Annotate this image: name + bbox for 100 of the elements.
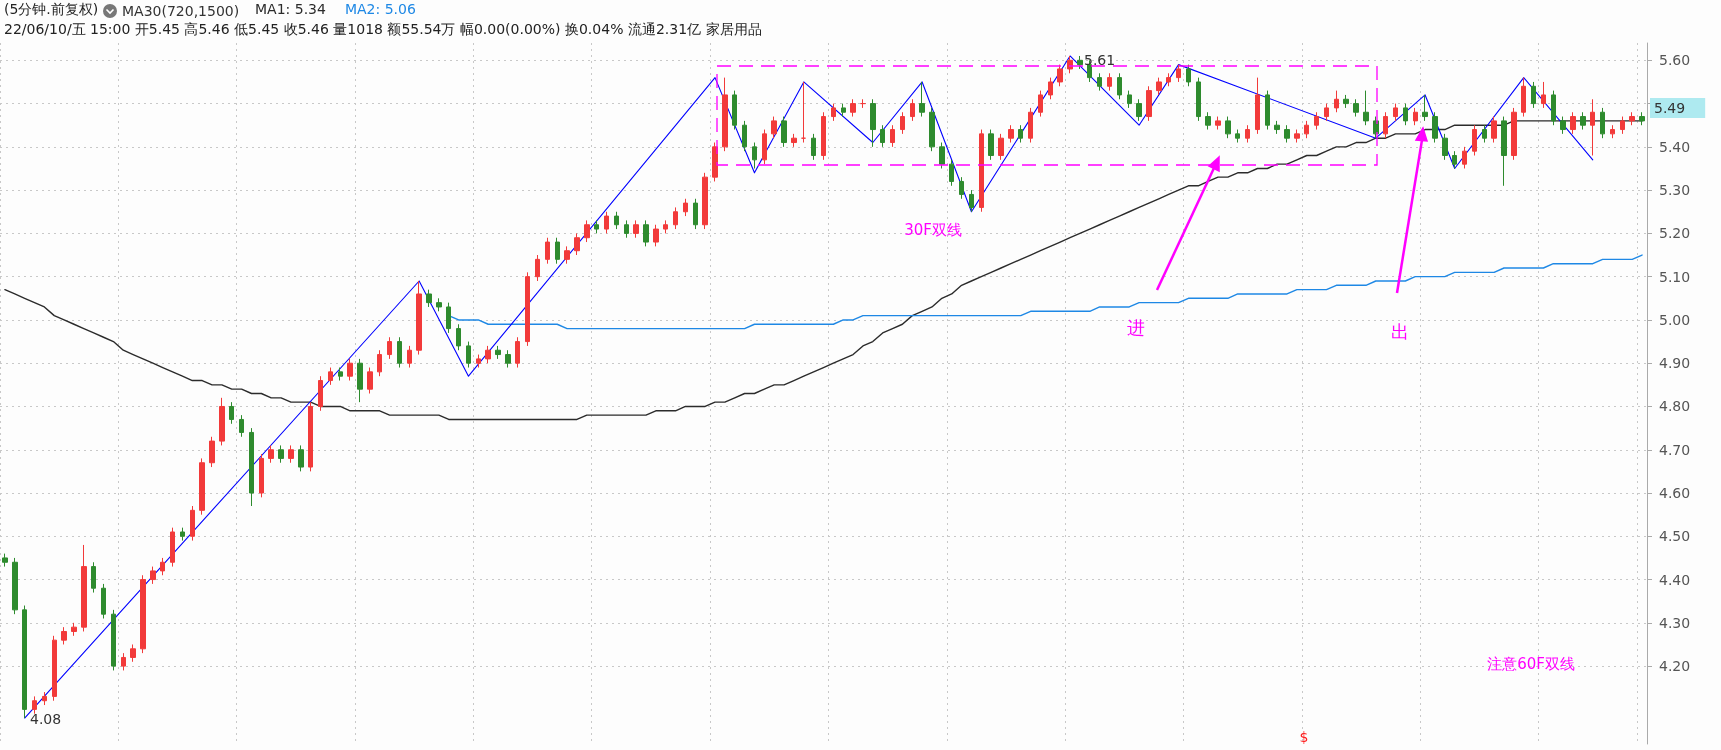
candlestick: [781, 116, 787, 148]
y-tick-label: 4.50: [1659, 528, 1691, 545]
candlestick: [1452, 150, 1457, 169]
candlestick: [722, 77, 728, 152]
candlestick: [574, 232, 580, 256]
candlestick: [979, 129, 984, 213]
candlestick: [357, 358, 363, 403]
candlestick: [988, 129, 994, 161]
y-tick-label: 4.70: [1659, 441, 1691, 458]
candlestick: [268, 444, 274, 464]
candlestick: [880, 124, 885, 148]
candlestick: [1413, 107, 1418, 126]
y-tick-label: 4.60: [1659, 485, 1691, 502]
annotation: 进: [1127, 316, 1145, 338]
candlestick: [1274, 120, 1280, 135]
candlestick: [1600, 107, 1605, 139]
candlestick: [1304, 120, 1309, 139]
candlestick: [377, 349, 382, 377]
y-tick-label: 5.10: [1659, 268, 1691, 285]
candlestick: [91, 561, 96, 594]
candlestick: [278, 444, 284, 464]
candlestick: [811, 133, 816, 161]
candlestick: [416, 280, 422, 356]
candlestick: [239, 414, 244, 438]
candlestick: [328, 367, 333, 386]
candlestick: [762, 129, 767, 165]
candlestick: [1117, 72, 1122, 100]
candlestick: [752, 142, 757, 169]
y-tick-label: 4.20: [1659, 658, 1691, 675]
candlestick: [1570, 111, 1576, 135]
y-tick-label: 4.80: [1659, 398, 1691, 415]
candlestick: [850, 98, 856, 118]
candlestick: [1097, 72, 1102, 92]
candlestick: [121, 652, 126, 671]
candlestick: [831, 103, 836, 122]
candlestick: [1156, 77, 1162, 96]
y-tick-label: 5.60: [1659, 52, 1691, 69]
candlestick: [190, 505, 195, 542]
candlestick: [1620, 116, 1625, 135]
candlestick: [170, 527, 175, 568]
candlestick: [130, 643, 136, 663]
candlestick: [1215, 116, 1221, 131]
candlestick: [702, 172, 708, 230]
candlestick: [1422, 94, 1428, 122]
candlestick: [1334, 90, 1339, 113]
candlestick: [347, 358, 353, 382]
candlestick: [485, 345, 491, 364]
candlestick: [1136, 98, 1142, 122]
candlestick: [584, 219, 590, 243]
text: MA2: 5.06: [344, 1, 416, 17]
candlestick: [959, 176, 964, 200]
candlestick: [771, 116, 777, 139]
candlestick: [219, 397, 225, 446]
candlestick: [545, 237, 550, 265]
candlestick: [1048, 77, 1053, 100]
candlestick: [1284, 124, 1290, 144]
candlestick: [52, 635, 57, 702]
candlestick: [249, 427, 254, 507]
candlestick: [1353, 98, 1359, 118]
candlestick: [1363, 90, 1369, 126]
y-tick-label: 4.40: [1659, 571, 1691, 588]
candlestick: [1482, 124, 1487, 144]
y-tick-label: 5.20: [1659, 225, 1691, 242]
candlestick: [949, 159, 954, 187]
candlestick: [801, 81, 806, 144]
candlestick: [160, 557, 165, 576]
candlestick: [209, 436, 215, 468]
candlestick: [229, 401, 234, 425]
candlestick: [1057, 64, 1063, 87]
candlestick: [614, 211, 619, 230]
candlestick: [1146, 85, 1152, 122]
text: MA1: 5.34: [255, 1, 326, 17]
candlestick: [821, 111, 826, 161]
candlestick: [1077, 55, 1083, 70]
candlestick: [22, 605, 27, 719]
candlestick: [1629, 111, 1635, 126]
candlestick: [1393, 103, 1398, 122]
annotation: $: [1299, 729, 1309, 745]
candlestick: [1472, 124, 1477, 157]
annotation: 注意60F双线: [1487, 655, 1575, 673]
candlestick: [140, 574, 146, 654]
candlestick: [1442, 133, 1448, 161]
candlestick: [693, 198, 698, 230]
chart-subtitle: 22/06/10/五 15:00 开5.45 高5.46 低5.45 收5.46 量1018 额55.54万 幅0.00(0.00%) 换0.04% 流通2.31亿 家居用品: [4, 21, 762, 37]
candlestick: [298, 444, 304, 472]
text: MA30(720,1500): [122, 3, 240, 19]
candlestick: [318, 375, 323, 412]
candlestick: [1235, 129, 1240, 144]
candlestick: [1521, 77, 1526, 118]
candlestick: [683, 198, 688, 217]
candlestick: [42, 691, 47, 706]
candlestick: [495, 345, 501, 360]
candlestick: [1196, 77, 1201, 122]
candlestick: [1127, 90, 1132, 109]
y-tick-label: 5.30: [1659, 182, 1691, 199]
candlestick: [1501, 116, 1507, 187]
y-tick-label: 4.30: [1659, 614, 1691, 631]
annotation: 出: [1391, 320, 1409, 342]
candlestick: [1107, 72, 1112, 92]
candlestick: [860, 98, 866, 109]
